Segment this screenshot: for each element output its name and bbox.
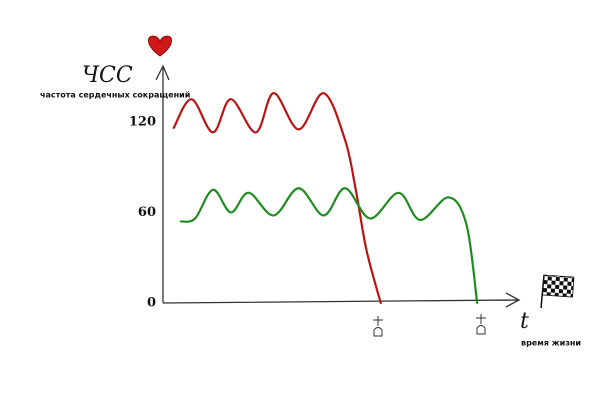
- y-tick-label: 60: [138, 205, 156, 220]
- y-axis-subtitle: частота сердечных сокращений: [40, 91, 190, 100]
- axes: [155, 64, 521, 308]
- line-series: [179, 187, 479, 305]
- x-axis: [162, 292, 521, 308]
- x-axis-title: t: [520, 309, 529, 334]
- heart-icon: [148, 35, 172, 57]
- y-axis-title: ЧСС: [82, 63, 133, 88]
- grave-icons: [373, 314, 486, 337]
- y-tick-label: 120: [129, 114, 156, 129]
- line-series: [172, 92, 382, 305]
- y-tick-label: 0: [147, 296, 156, 311]
- finish-flag: [540, 274, 575, 309]
- x-axis-caption: время жизни: [521, 339, 581, 348]
- y-axis: [155, 64, 170, 303]
